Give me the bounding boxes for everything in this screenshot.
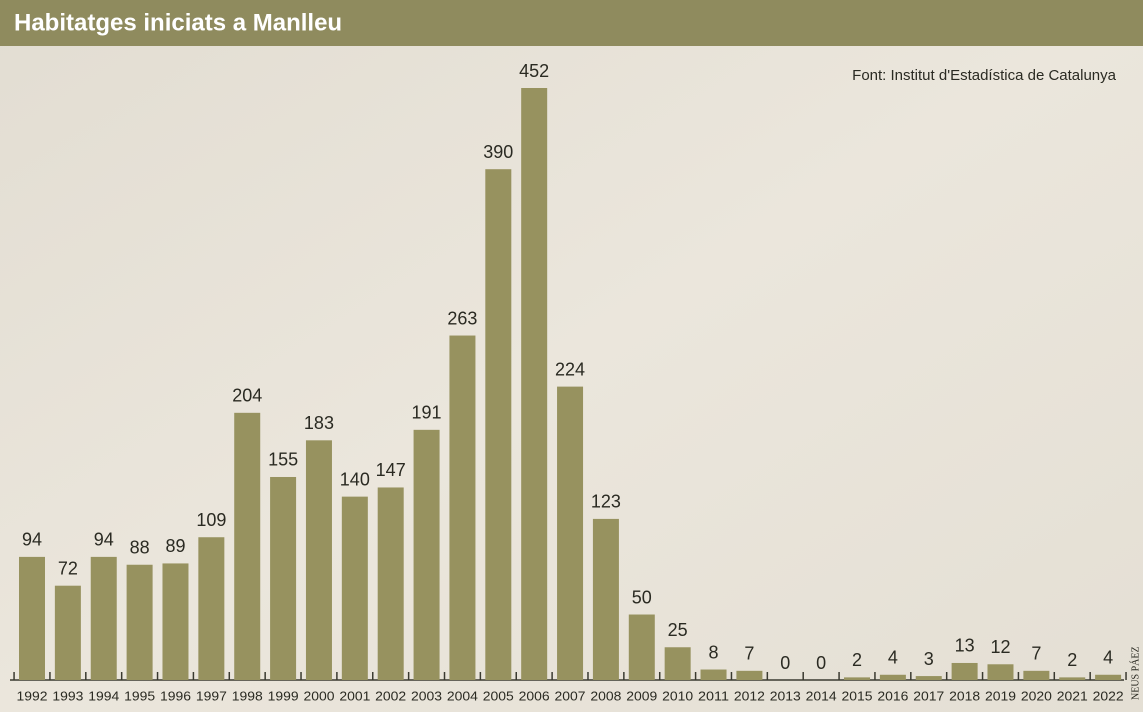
x-tick-label: 2012 xyxy=(734,688,765,703)
value-label: 25 xyxy=(668,620,688,640)
value-label: 204 xyxy=(232,386,262,406)
x-tick-label: 2011 xyxy=(698,688,729,703)
value-label: 0 xyxy=(780,653,790,673)
title-bar xyxy=(0,0,1143,46)
bar xyxy=(736,670,763,680)
x-tick-label: 2015 xyxy=(842,688,873,703)
bar xyxy=(377,487,404,680)
x-tick-label: 2009 xyxy=(626,688,657,703)
value-label: 7 xyxy=(1031,644,1041,664)
value-label: 89 xyxy=(165,536,185,556)
value-label: 2 xyxy=(852,650,862,670)
bar xyxy=(1059,677,1086,680)
value-label: 109 xyxy=(196,510,226,530)
value-label: 183 xyxy=(304,413,334,433)
bar xyxy=(198,537,225,680)
value-label: 140 xyxy=(340,469,370,489)
photo-credit: NEUS PÁEZ xyxy=(1129,646,1141,700)
x-tick-label: 2021 xyxy=(1057,688,1088,703)
chart-title: Habitatges iniciats a Manlleu xyxy=(14,9,342,36)
value-label: 94 xyxy=(94,530,114,550)
x-tick-label: 1996 xyxy=(160,688,191,703)
value-label: 224 xyxy=(555,359,585,379)
x-tick-label: 2004 xyxy=(447,688,478,703)
value-label: 4 xyxy=(1103,648,1113,668)
bar xyxy=(844,677,871,680)
x-tick-label: 2010 xyxy=(662,688,693,703)
bar xyxy=(485,169,512,680)
bar xyxy=(592,518,619,680)
bar xyxy=(521,88,548,680)
value-label: 123 xyxy=(591,492,621,512)
bar xyxy=(413,429,440,680)
x-tick-label: 1998 xyxy=(232,688,263,703)
bar xyxy=(270,476,297,680)
x-tick-label: 1994 xyxy=(88,688,119,703)
value-label: 8 xyxy=(709,642,719,662)
bar xyxy=(700,669,727,680)
x-tick-label: 1999 xyxy=(268,688,299,703)
bar xyxy=(234,412,261,680)
bar xyxy=(879,674,906,680)
value-label: 263 xyxy=(447,308,477,328)
bar xyxy=(449,335,476,680)
bar xyxy=(19,556,45,680)
value-label: 4 xyxy=(888,648,898,668)
value-label: 72 xyxy=(58,558,78,578)
x-tick-label: 2006 xyxy=(519,688,550,703)
value-label: 191 xyxy=(412,403,442,423)
x-tick-label: 2018 xyxy=(949,688,980,703)
x-tick-label: 2000 xyxy=(303,688,334,703)
bar xyxy=(987,664,1014,680)
x-tick-label: 1997 xyxy=(196,688,227,703)
value-label: 88 xyxy=(130,537,150,557)
bar xyxy=(915,676,942,680)
x-tick-label: 2005 xyxy=(483,688,514,703)
value-label: 147 xyxy=(376,460,406,480)
x-tick-label: 2022 xyxy=(1093,688,1124,703)
value-label: 452 xyxy=(519,61,549,81)
bar xyxy=(557,386,584,680)
value-label: 50 xyxy=(632,587,652,607)
bar xyxy=(1095,674,1122,680)
bar xyxy=(126,564,153,680)
value-label: 0 xyxy=(816,653,826,673)
source: Font: Institut d'Estadística de Cataluny… xyxy=(852,67,1116,84)
x-tick-label: 2007 xyxy=(555,688,586,703)
x-tick-label: 2017 xyxy=(913,688,944,703)
value-label: 3 xyxy=(924,649,934,669)
bar xyxy=(54,585,81,680)
bar xyxy=(664,647,691,680)
bar xyxy=(628,614,655,680)
bar xyxy=(1023,670,1050,680)
x-tick-label: 2014 xyxy=(806,688,837,703)
value-label: 7 xyxy=(744,644,754,664)
x-tick-label: 2002 xyxy=(375,688,406,703)
x-tick-label: 2016 xyxy=(877,688,908,703)
x-tick-label: 1993 xyxy=(52,688,83,703)
x-tick-label: 2013 xyxy=(770,688,801,703)
value-label: 94 xyxy=(22,530,42,550)
x-tick-label: 1992 xyxy=(17,688,48,703)
x-tick-label: 2008 xyxy=(590,688,621,703)
bar xyxy=(341,496,368,680)
value-label: 2 xyxy=(1067,650,1077,670)
x-tick-label: 2020 xyxy=(1021,688,1052,703)
bar xyxy=(162,563,189,680)
bar xyxy=(90,556,117,680)
value-label: 390 xyxy=(483,142,513,162)
value-label: 155 xyxy=(268,450,298,470)
value-label: 13 xyxy=(955,636,975,656)
bar xyxy=(305,440,332,680)
x-tick-label: 2019 xyxy=(985,688,1016,703)
x-tick-label: 1995 xyxy=(124,688,155,703)
x-tick-label: 2001 xyxy=(339,688,370,703)
value-label: 12 xyxy=(990,637,1010,657)
x-tick-label: 2003 xyxy=(411,688,442,703)
bar xyxy=(951,662,978,680)
